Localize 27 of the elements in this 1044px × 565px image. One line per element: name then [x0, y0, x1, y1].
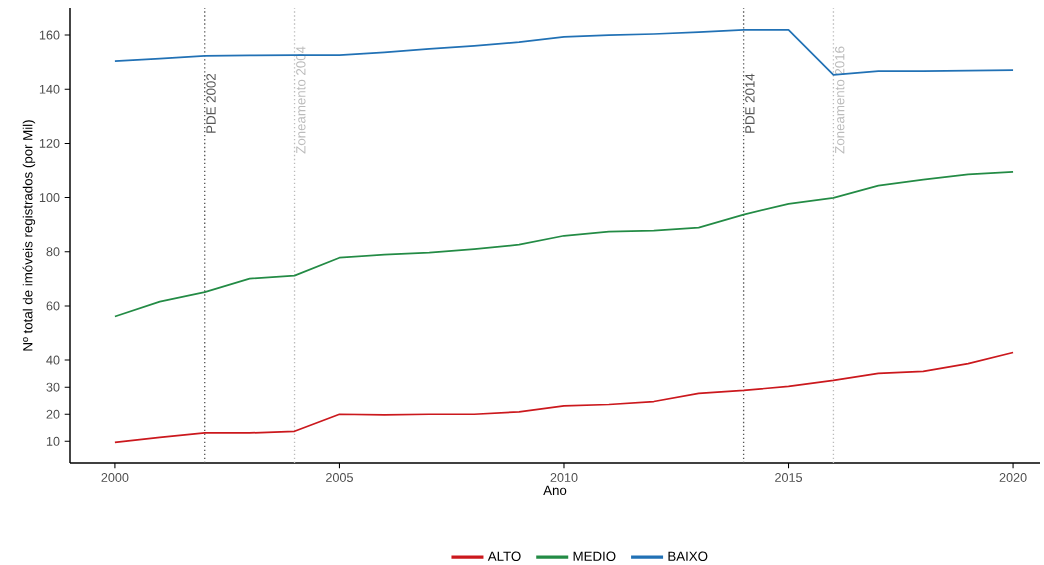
legend-label: MEDIO [573, 551, 616, 561]
y-tick-label: 40 [46, 355, 60, 365]
ref-line-label: Zoneamento 2016 [835, 46, 845, 154]
y-tick-label: 80 [46, 247, 60, 257]
x-tick-label: 2000 [101, 473, 129, 482]
y-tick-label: 20 [46, 409, 60, 419]
x-axis-title: Ano [543, 485, 567, 496]
legend-label: BAIXO [668, 551, 708, 561]
ref-line-label: Zoneamento 2004 [296, 46, 306, 154]
line-series [114, 170, 1014, 318]
y-tick-label: 140 [39, 84, 60, 94]
y-tick-label: 100 [39, 193, 60, 203]
y-tick-label: 30 [46, 382, 60, 392]
y-tick-label: 60 [46, 301, 60, 311]
x-tick-label: 2020 [999, 473, 1027, 482]
x-tick-label: 2015 [775, 473, 803, 482]
ref-line-label: PDE 2014 [745, 73, 755, 133]
line-series [114, 29, 1014, 76]
x-tick-label: 2010 [550, 473, 578, 482]
x-tick-label: 2005 [326, 473, 353, 482]
ref-line-label: PDE 2002 [206, 73, 216, 133]
y-tick-label: 160 [39, 30, 60, 40]
y-axis-title: Nº total de imóveis registrados (por Mil) [22, 120, 36, 351]
y-tick-label: 120 [39, 138, 60, 148]
line-series [114, 351, 1014, 444]
y-tick-label: 10 [46, 436, 60, 446]
legend-label: ALTO [487, 551, 521, 561]
